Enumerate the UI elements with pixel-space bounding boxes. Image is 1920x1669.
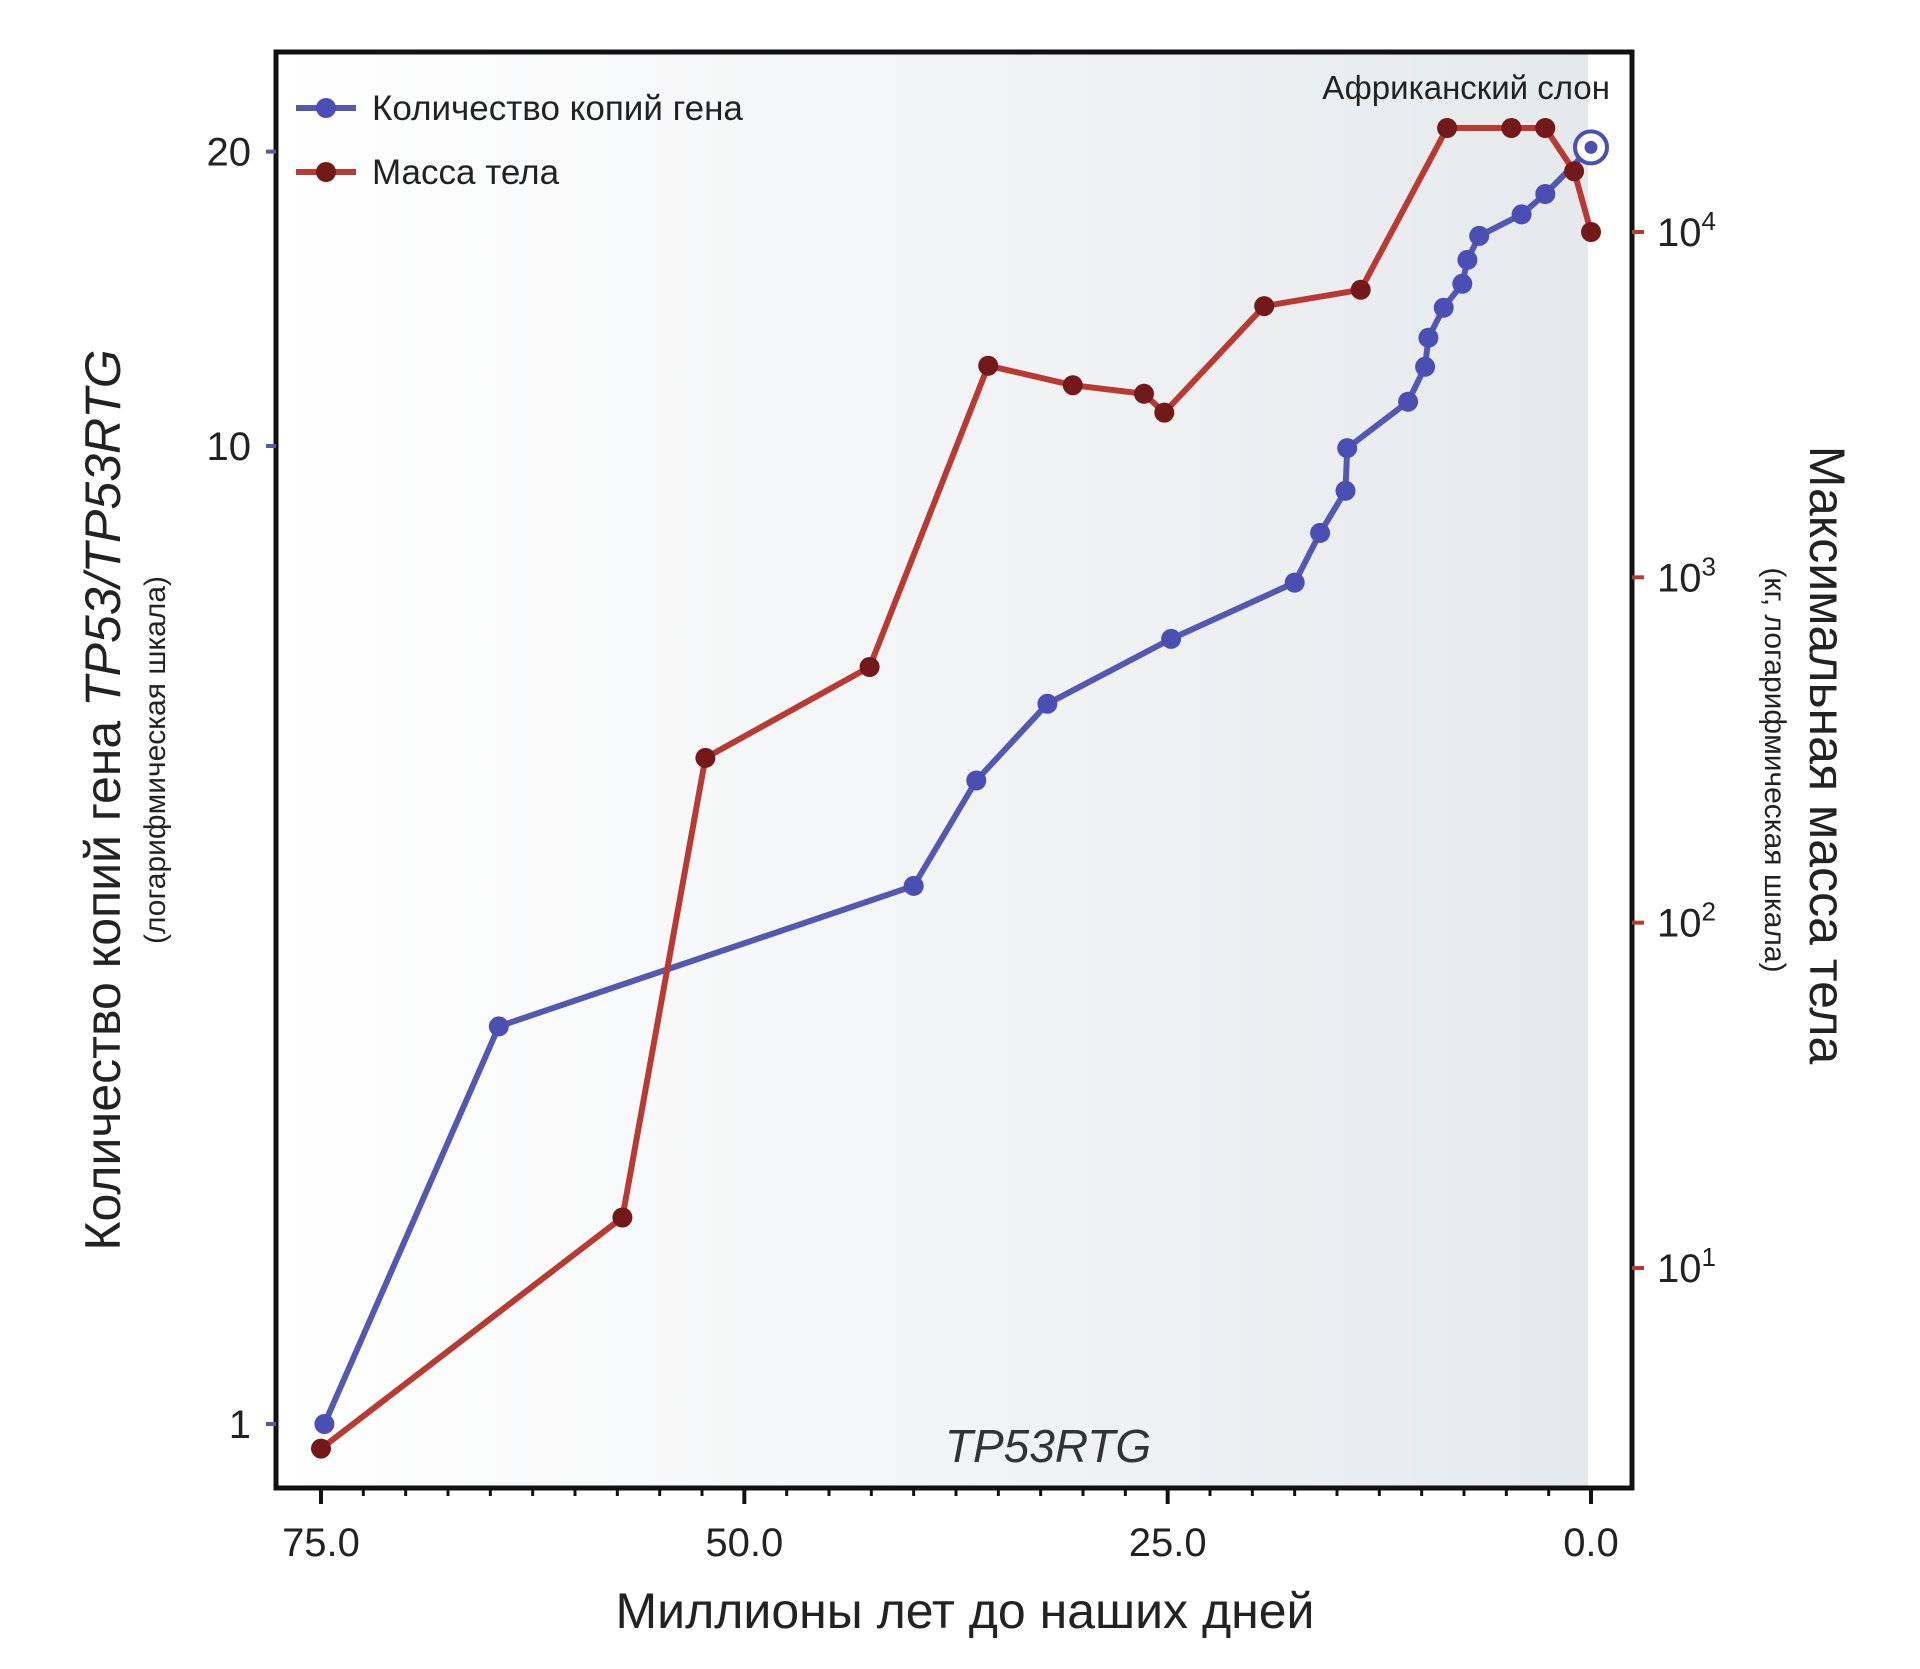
data-point-gene-copies	[1398, 391, 1419, 412]
data-point-gene-copies	[1418, 327, 1439, 348]
y-tick-label: 20	[207, 131, 252, 175]
gene-label: TP53RTG	[945, 1420, 1151, 1472]
y2-tick-label: 101	[1657, 1242, 1716, 1291]
x-tick-label: 50.0	[705, 1521, 783, 1565]
y-axis-subtitle: (логарифмическая шкала)	[139, 576, 172, 944]
y2-tick-label: 104	[1657, 206, 1716, 255]
data-point-gene-copies	[1457, 249, 1478, 270]
data-point-body-mass	[1154, 402, 1175, 423]
data-point-gene-copies	[1310, 522, 1331, 543]
data-point-gene-copies	[1535, 184, 1556, 204]
y-tick-label: 1	[229, 1403, 251, 1447]
y2-axis-title: Максимальная масса тела	[1799, 446, 1855, 1065]
data-point-gene-copies	[1284, 572, 1305, 593]
data-point-gene-copies	[1161, 628, 1182, 649]
legend-label-body-mass: Масса тела	[372, 153, 560, 192]
data-point-body-mass	[1134, 383, 1154, 404]
data-point-body-mass	[1581, 222, 1601, 242]
x-tick-label: 25.0	[1129, 1521, 1207, 1565]
legend-marker-body-mass	[316, 162, 336, 182]
data-point-body-mass	[1535, 118, 1556, 138]
data-point-gene-copies	[966, 770, 987, 791]
legend-marker-gene-copies	[316, 98, 336, 118]
data-point-body-mass	[859, 657, 880, 677]
data-point-body-mass	[1437, 118, 1458, 138]
elephant-marker-dot	[1584, 140, 1598, 154]
data-point-body-mass	[695, 747, 716, 768]
plot-frame	[273, 49, 1635, 1491]
plot-background	[276, 52, 1588, 1488]
y2-axis-subtitle: (кг, логарифмическая шкала)	[1758, 567, 1791, 972]
y2-tick-label: 102	[1657, 897, 1716, 946]
data-point-gene-copies	[1335, 480, 1356, 501]
data-point-body-mass	[612, 1207, 633, 1228]
data-point-gene-copies	[1415, 356, 1436, 377]
legend-label-gene-copies: Количество копий гена	[372, 89, 743, 128]
x-axis-title: Миллионы лет до наших дней	[616, 1583, 1315, 1639]
data-point-gene-copies	[1469, 225, 1490, 246]
data-point-gene-copies	[903, 875, 924, 896]
data-point-gene-copies	[1037, 693, 1058, 714]
x-tick-label: 75.0	[282, 1521, 360, 1565]
legend: Количество копий гена Масса тела	[296, 89, 743, 192]
data-point-gene-copies	[1452, 273, 1473, 294]
data-point-body-mass	[1254, 296, 1275, 317]
data-point-body-mass	[1564, 161, 1585, 182]
data-point-gene-copies	[488, 1016, 509, 1037]
data-point-body-mass	[1062, 375, 1083, 396]
elephant-annotation: Африканский слон	[1322, 69, 1610, 106]
data-point-body-mass	[1350, 279, 1371, 300]
data-point-gene-copies	[1511, 204, 1532, 225]
data-point-gene-copies	[1433, 297, 1454, 318]
data-point-gene-copies	[1337, 438, 1358, 459]
data-point-body-mass	[1501, 118, 1522, 138]
data-point-gene-copies	[314, 1414, 335, 1434]
y-axis-title: Количество копий гена TP53/TP53RTG	[75, 349, 131, 1250]
data-point-body-mass	[978, 355, 999, 376]
x-tick-label: 0.0	[1563, 1521, 1619, 1565]
y-tick-label: 10	[207, 425, 252, 469]
y2-tick-label: 103	[1657, 551, 1716, 600]
data-point-body-mass	[311, 1438, 331, 1459]
